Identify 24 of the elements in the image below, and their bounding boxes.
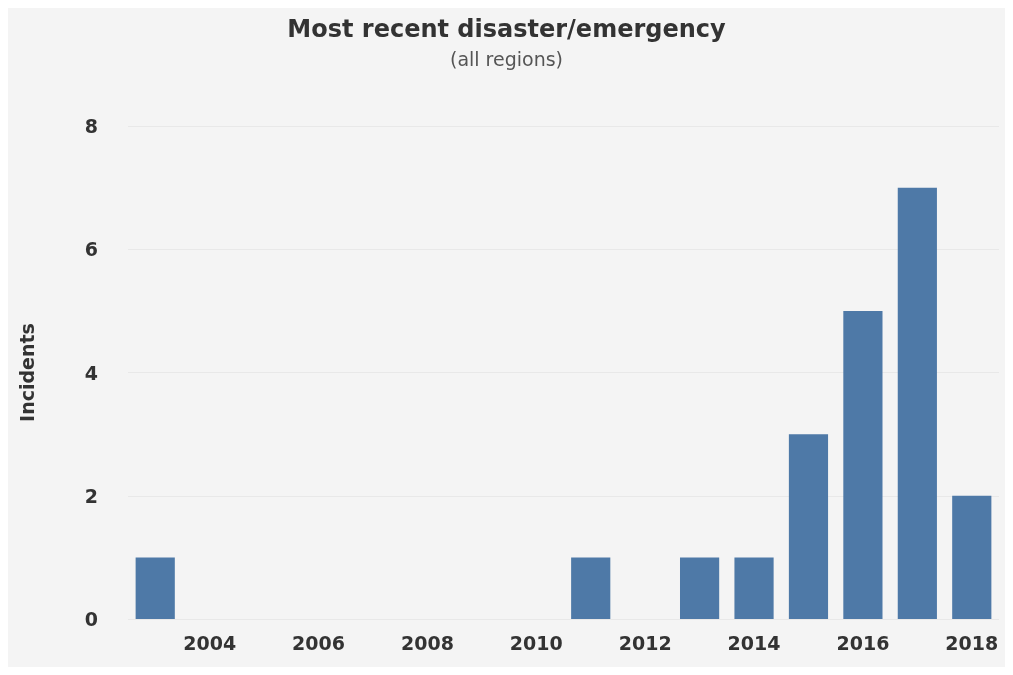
y-axis-title: Incidents (15, 323, 38, 422)
x-tick-label: 2006 (292, 631, 345, 654)
bar (734, 557, 774, 619)
x-tick-label: 2008 (400, 631, 454, 654)
x-tick-label: 2010 (509, 631, 563, 654)
bar (135, 557, 175, 619)
y-tick-label: 2 (84, 484, 98, 507)
x-tick-label: 2018 (945, 631, 999, 654)
bar (952, 495, 992, 619)
x-tick-label: 2014 (727, 631, 781, 654)
x-tick-label: 2016 (836, 631, 890, 654)
bar (788, 434, 829, 619)
bar (571, 557, 611, 619)
y-tick-label: 4 (84, 361, 98, 384)
y-tick-label: 8 (84, 115, 98, 137)
x-tick-label: 2012 (618, 631, 672, 654)
y-tick-label: 0 (84, 608, 98, 630)
chart-subtitle: (all regions) (449, 47, 564, 70)
bar (843, 310, 883, 619)
chart-title: Most recent disaster/emergency (287, 15, 727, 43)
bar (680, 557, 720, 619)
y-tick-label: 6 (84, 238, 98, 261)
x-tick-label: 2004 (183, 631, 237, 654)
bar (897, 187, 937, 619)
